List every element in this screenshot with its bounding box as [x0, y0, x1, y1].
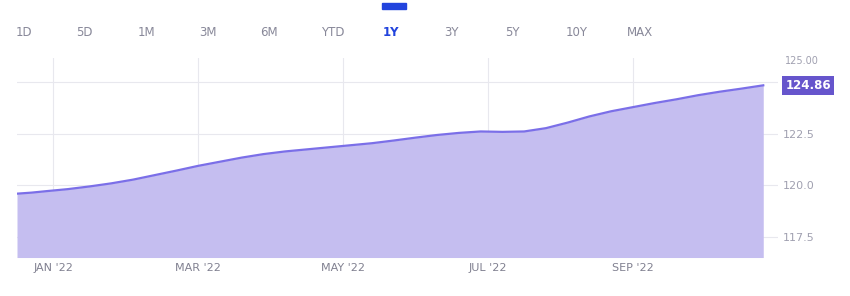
- Text: 10Y: 10Y: [566, 26, 588, 38]
- Text: 1D: 1D: [15, 26, 32, 38]
- Text: 5Y: 5Y: [505, 26, 519, 38]
- Text: 124.86: 124.86: [785, 79, 831, 92]
- Text: 1Y: 1Y: [382, 26, 399, 38]
- Bar: [382, 3, 406, 9]
- Text: YTD: YTD: [321, 26, 345, 38]
- Text: 1M: 1M: [138, 26, 156, 38]
- Text: 3M: 3M: [199, 26, 217, 38]
- Text: MAX: MAX: [627, 26, 654, 38]
- Text: 6M: 6M: [260, 26, 278, 38]
- Text: 5D: 5D: [76, 26, 93, 38]
- Text: 125.00: 125.00: [785, 56, 819, 66]
- Text: 3Y: 3Y: [444, 26, 458, 38]
